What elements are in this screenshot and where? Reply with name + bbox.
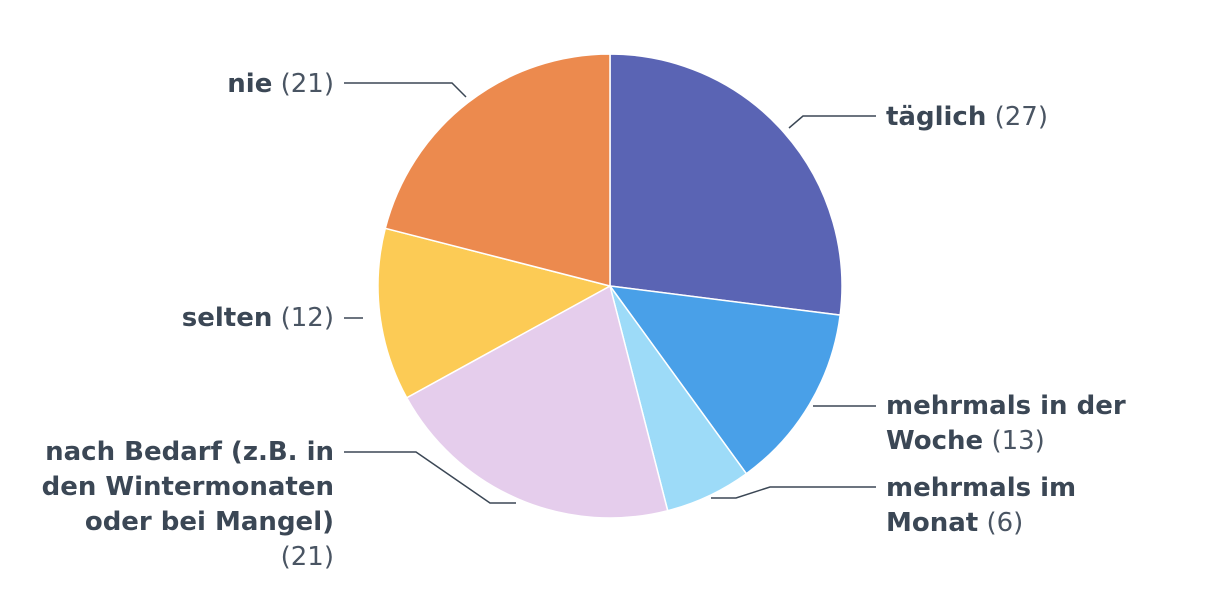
label-mehrmals-monat: mehrmals im Monat (6) (886, 473, 1077, 538)
label-taeglich: täglich (27) (886, 102, 1048, 132)
label-nie: nie (21) (227, 69, 334, 99)
pie-slice-5 (384, 53, 611, 287)
label-mehrmals-woche: mehrmals in der Woche (13) (886, 391, 1126, 456)
label-selten: selten (12) (181, 303, 334, 333)
leader-line-3 (344, 451, 516, 504)
pie-slice-4 (377, 227, 613, 399)
pie-slice-0 (609, 53, 843, 316)
leader-line-5 (344, 82, 467, 98)
pie-slice-1 (608, 285, 842, 475)
pie-slice-3 (405, 284, 669, 519)
label-nach-bedarf: nach Bedarf (z.B. in den Wintermonaten o… (41, 437, 334, 572)
leader-line-2 (711, 486, 876, 499)
leader-line-0 (788, 115, 876, 129)
